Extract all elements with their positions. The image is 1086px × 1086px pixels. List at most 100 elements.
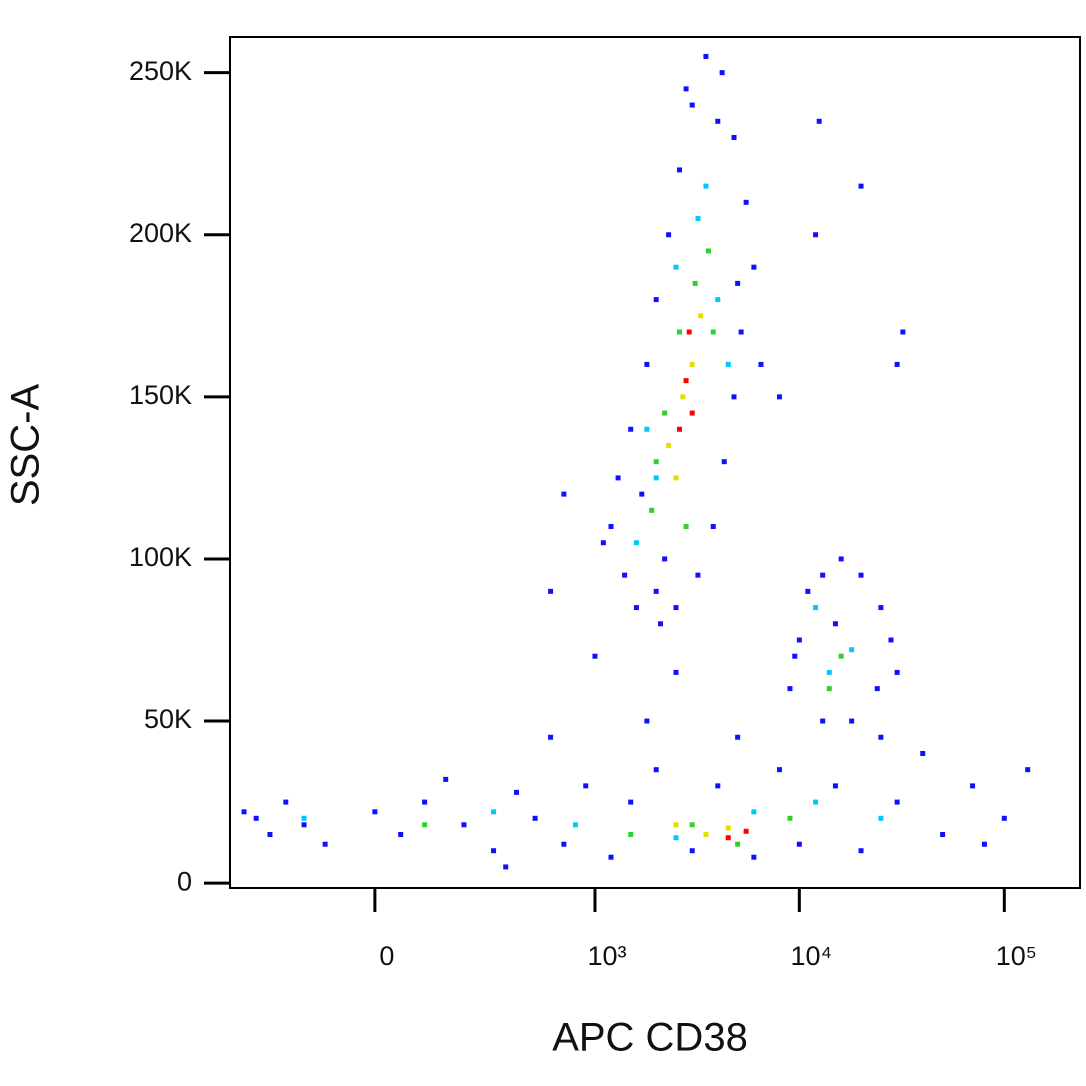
- point: [970, 783, 976, 789]
- point: [628, 832, 634, 838]
- x-tick-label: 10⁴: [791, 941, 833, 971]
- point: [283, 799, 289, 805]
- point: [826, 669, 832, 675]
- point: [666, 442, 672, 448]
- point: [644, 718, 650, 724]
- point: [820, 718, 826, 724]
- point: [981, 841, 987, 847]
- point: [673, 822, 679, 828]
- point: [787, 815, 793, 821]
- point: [683, 378, 689, 384]
- point: [725, 825, 731, 831]
- point: [628, 426, 634, 432]
- point: [705, 248, 711, 254]
- y-axis-title: SSC-A: [4, 384, 48, 507]
- point: [721, 459, 727, 465]
- point: [301, 822, 307, 828]
- point: [838, 556, 844, 562]
- point: [813, 605, 819, 611]
- point: [592, 653, 598, 659]
- point: [695, 216, 701, 222]
- point: [805, 588, 811, 594]
- point: [443, 776, 449, 782]
- point: [689, 361, 695, 367]
- point: [608, 524, 614, 530]
- point: [758, 361, 764, 367]
- point: [600, 540, 606, 546]
- point: [639, 491, 645, 497]
- point: [689, 410, 695, 416]
- point: [776, 394, 782, 400]
- point: [725, 835, 731, 841]
- point: [548, 588, 554, 594]
- y-tick-label: 0: [177, 866, 192, 896]
- point: [583, 783, 589, 789]
- point: [673, 605, 679, 611]
- point: [832, 621, 838, 627]
- point: [731, 134, 737, 140]
- point: [628, 799, 634, 805]
- y-tick-label: 250K: [129, 56, 192, 86]
- point: [689, 848, 695, 854]
- y-tick-label: 50K: [144, 704, 192, 734]
- x-axis-title: APC CD38: [552, 1016, 748, 1060]
- point: [653, 767, 659, 773]
- point: [743, 199, 749, 205]
- point: [719, 70, 725, 76]
- point: [735, 280, 741, 286]
- point: [658, 621, 664, 627]
- point: [514, 789, 520, 795]
- point: [796, 637, 802, 643]
- point: [751, 854, 757, 860]
- point: [422, 822, 428, 828]
- point: [832, 783, 838, 789]
- point: [751, 809, 757, 815]
- point: [680, 394, 686, 400]
- point: [878, 734, 884, 740]
- point: [653, 475, 659, 481]
- point: [743, 828, 749, 834]
- point: [422, 799, 428, 805]
- point: [644, 361, 650, 367]
- x-tick-label: 10³: [587, 941, 626, 971]
- point: [491, 848, 497, 854]
- point: [894, 799, 900, 805]
- point: [662, 410, 668, 416]
- point: [689, 822, 695, 828]
- point: [826, 686, 832, 692]
- point: [813, 799, 819, 805]
- point: [653, 459, 659, 465]
- point: [676, 426, 682, 432]
- point: [703, 53, 709, 59]
- point: [322, 841, 328, 847]
- point: [735, 841, 741, 847]
- point: [715, 297, 721, 303]
- point: [608, 854, 614, 860]
- point: [874, 686, 880, 692]
- point: [503, 864, 509, 870]
- point: [849, 718, 855, 724]
- point: [676, 167, 682, 173]
- point: [532, 815, 538, 821]
- point: [900, 329, 906, 335]
- point: [491, 809, 497, 815]
- point: [888, 637, 894, 643]
- plot-frame: [229, 36, 1081, 889]
- x-tick-label: 0: [379, 941, 394, 971]
- point: [776, 767, 782, 773]
- point: [649, 507, 655, 513]
- point: [858, 848, 864, 854]
- point: [548, 734, 554, 740]
- point: [858, 572, 864, 578]
- point: [816, 118, 822, 124]
- point: [253, 815, 259, 821]
- point: [653, 297, 659, 303]
- point: [715, 783, 721, 789]
- point: [561, 841, 567, 847]
- point: [698, 313, 704, 319]
- point: [725, 361, 731, 367]
- point: [787, 686, 793, 692]
- point: [738, 329, 744, 335]
- x-tick-label: 10⁵: [996, 941, 1037, 971]
